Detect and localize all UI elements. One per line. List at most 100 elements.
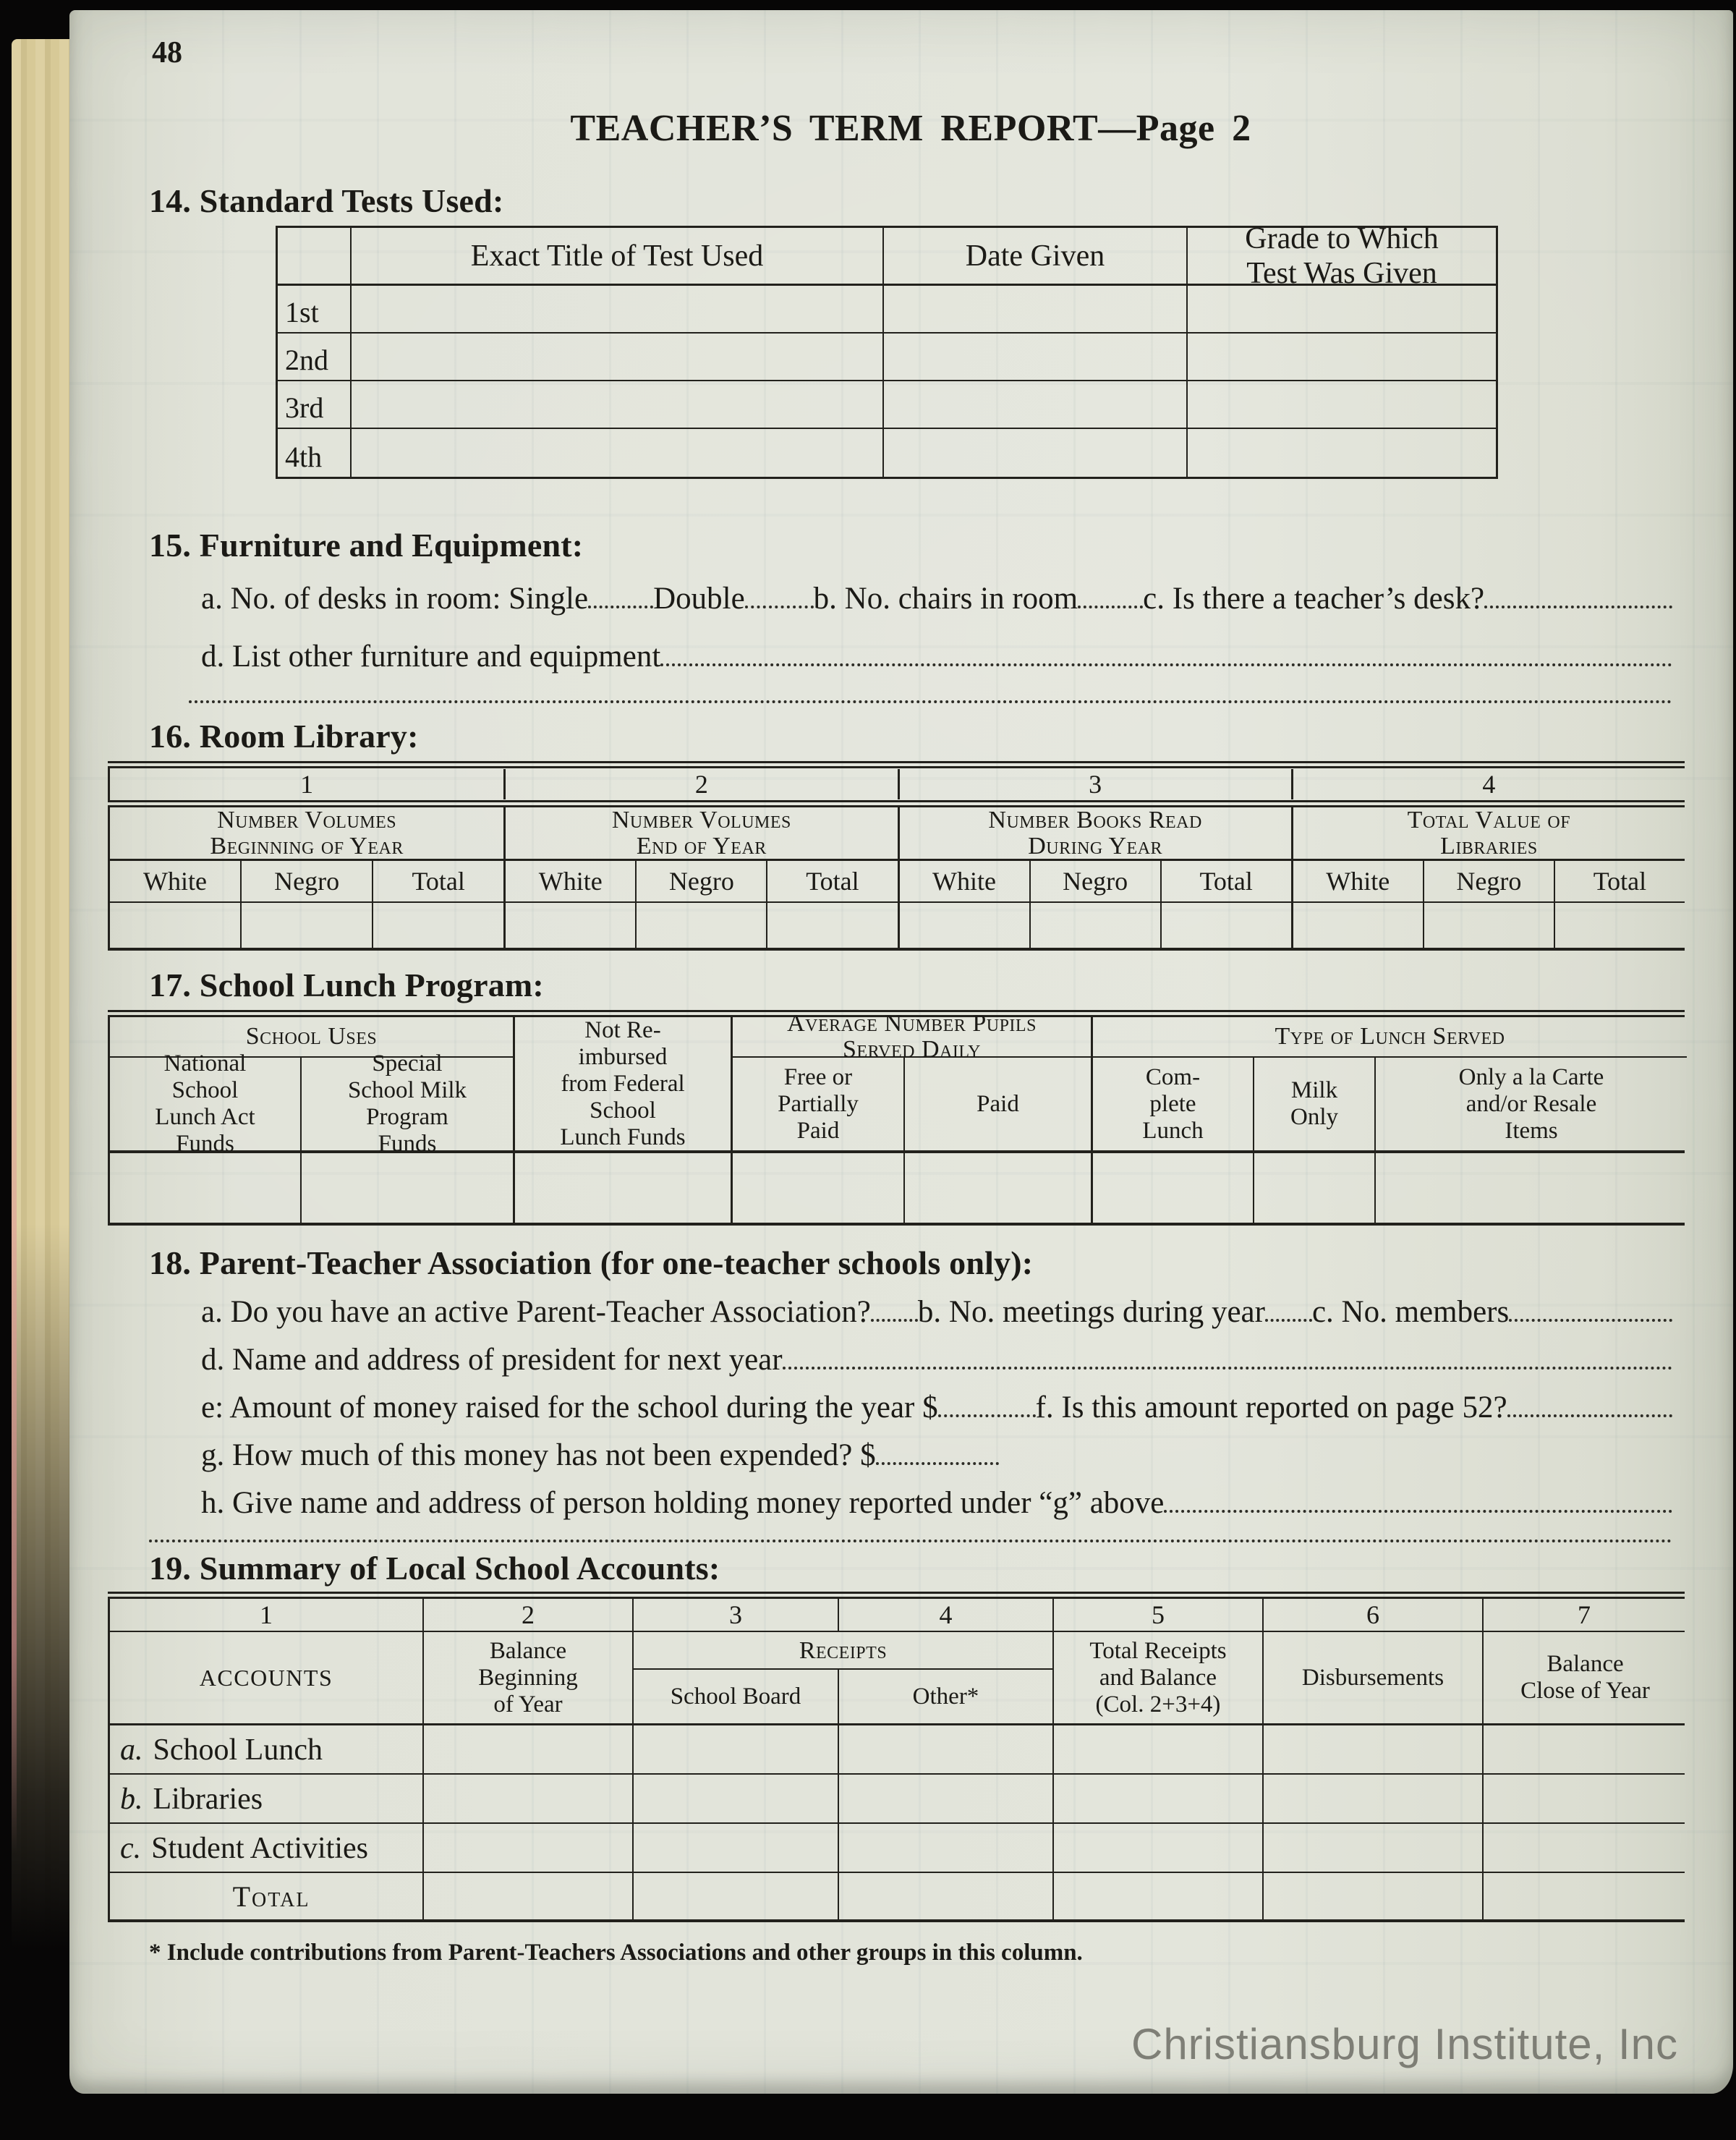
subheader-group: White Negro Total [503,861,897,901]
group-books-read: Number Books Read During Year [897,807,1291,859]
subcol-negro: Negro [1029,861,1160,901]
table-cell-blank [506,903,635,948]
data-row [108,1153,1685,1226]
col-not-reimbursed: Not Re- imbursed from Federal School Lun… [513,1017,731,1150]
col-header-accounts: ACCOUNTS [199,1664,333,1691]
table-cell-blank [731,1153,903,1223]
label-members: c. No. members [1311,1295,1510,1329]
table-cell-blank [300,1153,513,1223]
standard-tests-header-row: Exact Title of Test Used Date Given Grad… [278,222,1496,290]
blank-person-holding-money [1164,1510,1672,1513]
table-cell-blank [882,334,1186,380]
standard-tests-table: Exact Title of Test Used Date Given Grad… [276,222,1498,479]
col-header-balance-begin: Balance Beginning of Year [422,1632,632,1723]
subcol-white: White [143,867,208,896]
table-cell-blank [900,903,1029,948]
table-cell-blank [632,1873,838,1919]
group-lunch-type: Type of Lunch Served [1091,1017,1687,1058]
col-national-funds: National School Lunch Act Funds [155,1050,255,1157]
row-letter: a. [120,1733,143,1767]
col-milk-only: Milk Only [1253,1058,1374,1150]
data-group [897,903,1291,948]
table-cell-blank [1482,1775,1685,1822]
table-cell-blank [1052,1725,1262,1773]
subcol-white: White [538,867,603,896]
table-cell-blank [1029,903,1160,948]
table-cell-blank [350,286,882,332]
table-row: 4th [278,429,1496,477]
double-rule [108,800,1685,807]
row-label: b. Libraries [110,1775,422,1822]
label-active-pta: a. Do you have an active Parent-Teacher … [201,1295,871,1329]
col-number-6: 6 [1262,1599,1482,1631]
school-lunch-header: School Uses Not Re- imbursed from Federa… [108,1011,1687,1157]
table-cell-blank [1052,1775,1262,1822]
form-line-15a: a. No. of desks in room: Single Double b… [149,580,1672,618]
table-row: 3rd [278,381,1496,429]
row-letter: c. [120,1832,142,1865]
col-header-other: Other* [838,1670,1052,1723]
col-number-2: 2 [422,1599,632,1631]
blank-money-raised [937,1414,1036,1417]
page-number: 48 [152,36,182,69]
room-library-table: 1 2 3 4 Number Volumes Beginning of Year… [108,761,1685,951]
col-free-partially-paid: Free or Partially Paid [731,1058,903,1150]
group-volumes-begin: Number Volumes Beginning of Year [210,806,404,859]
col-number-7: 7 [1482,1599,1685,1631]
table-cell-blank [350,429,882,477]
column-number-row: 1 2 3 4 5 6 7 [108,1599,1685,1632]
col-header-disbursements: Disbursements [1262,1632,1482,1723]
corner-cell [278,228,350,284]
col-number-3: 3 [632,1599,838,1631]
document-page: 48 TEACHER’S TERM REPORT—Page 2 14. Stan… [69,10,1733,2094]
label-teachers-desk: c. Is there a teacher’s desk? [1143,582,1485,616]
table-cell-blank [1186,381,1496,428]
label-person-holding-money: h. Give name and address of person holdi… [201,1486,1165,1520]
label-meetings: b. No. meetings during year [917,1295,1265,1329]
school-lunch-table: School Uses Not Re- imbursed from Federa… [108,1010,1687,1226]
accounts-header: ACCOUNTS Balance Beginning of Year Recei… [108,1632,1685,1725]
table-cell-blank [1186,429,1496,477]
row-label-3rd: 3rd [285,391,324,424]
row-letter: b. [120,1783,143,1816]
blank-meetings [1264,1319,1312,1322]
table-cell-blank [1422,903,1554,948]
col-number-2: 2 [503,769,897,799]
blank-single [588,606,654,608]
account-row-school-lunch: a. School Lunch [108,1725,1685,1775]
group-header-receipts: Receipts [632,1632,1052,1670]
form-line-18a: a. Do you have an active Parent-Teacher … [149,1294,1672,1331]
section-14-heading: 14. Standard Tests Used: [149,182,504,219]
form-line-18h: h. Give name and address of person holdi… [149,1485,1672,1522]
row-label-1st: 1st [285,296,319,328]
account-row-libraries: b. Libraries [108,1775,1685,1824]
table-cell-blank [882,429,1186,477]
label-money-raised: e: Amount of money raised for the school… [201,1390,938,1424]
col-number-3: 3 [897,769,1291,799]
table-cell-blank [632,1824,838,1872]
table-cell-blank [632,1725,838,1773]
col-a-la-carte: Only a la Carte and/or Resale Items [1374,1058,1687,1150]
table-cell-blank [110,903,240,948]
form-line-18e: e: Amount of money raised for the school… [149,1389,1672,1427]
section-17-heading: 17. School Lunch Program: [149,967,544,1003]
table-cell-blank [1262,1873,1482,1919]
group-school-uses: School Uses [110,1017,513,1058]
table-cell-blank [766,903,897,948]
group-volumes-end: Number Volumes End of Year [503,807,897,859]
row-text: Libraries [153,1783,263,1816]
table-cell-blank [1374,1153,1685,1223]
row-label: c. Student Activities [110,1824,422,1872]
col-header-total-receipts: Total Receipts and Balance (Col. 2+3+4) [1052,1632,1262,1723]
table-cell-blank [1052,1824,1262,1872]
col-header-date-given: Date Given [882,228,1186,284]
table-cell-blank [1052,1873,1262,1919]
blank-chairs [1078,606,1144,608]
data-group [110,903,503,948]
label-desks: a. No. of desks in room: Single [201,582,589,616]
archive-watermark: Christiansburg Institute, Inc [1131,2020,1678,2068]
blank-members [1509,1319,1672,1322]
table-cell-blank [838,1873,1052,1919]
col-header-balance-close: Balance Close of Year [1482,1632,1687,1723]
subheader-group: White Negro Total [897,861,1291,901]
